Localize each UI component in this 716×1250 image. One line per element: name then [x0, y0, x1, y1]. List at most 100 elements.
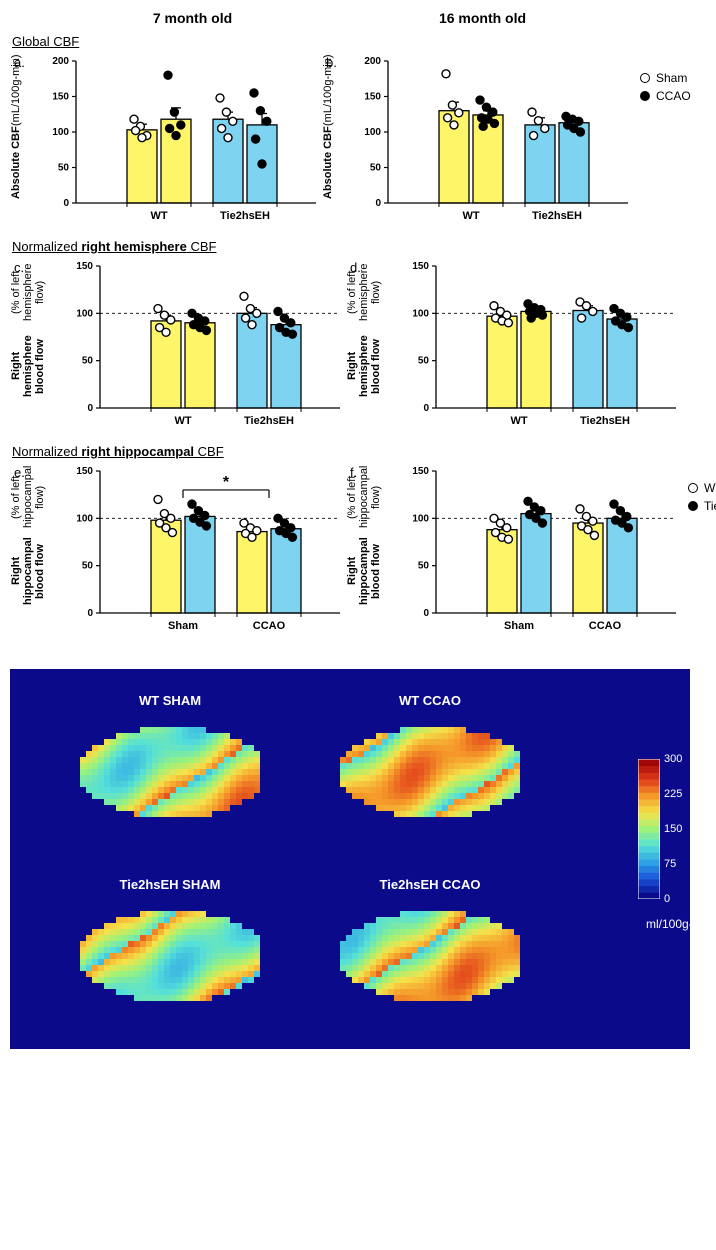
data-point	[288, 330, 296, 338]
bar	[487, 316, 517, 408]
data-point	[167, 316, 175, 324]
y-tick-label: 50	[58, 163, 70, 174]
data-point	[202, 326, 210, 334]
bar	[559, 123, 589, 203]
data-point	[287, 319, 295, 327]
x-group-label: Tie2hsEH	[580, 415, 630, 427]
data-point	[589, 517, 597, 525]
data-point	[537, 507, 545, 515]
heatmap-brain	[80, 899, 260, 1007]
y-tick-label: 200	[364, 56, 381, 67]
y-tick-label: 0	[423, 608, 429, 619]
x-group-label: WT	[150, 210, 167, 222]
x-group-label: WT	[510, 415, 527, 427]
bar	[271, 325, 301, 408]
panel-d: d. Right hemisphere blood flow(% of left…	[346, 256, 682, 436]
data-point	[624, 324, 632, 332]
data-point	[450, 121, 458, 129]
data-point	[224, 134, 232, 142]
y-tick-label: 50	[418, 356, 430, 367]
y-axis-label: Right hemisphere blood flow(% of left he…	[346, 256, 382, 408]
row-ef: e. Right hippocampal blood flow(% of lef…	[10, 461, 706, 641]
colorbar-tick: 150	[664, 823, 694, 835]
x-group-label: Tie2hsEH	[244, 415, 294, 427]
data-point	[528, 108, 536, 116]
y-tick-label: 150	[76, 466, 93, 477]
legend-label: CCAO	[656, 89, 691, 103]
data-point	[240, 292, 248, 300]
data-point	[538, 519, 546, 527]
bar	[185, 516, 215, 613]
data-point	[253, 309, 261, 317]
y-tick-label: 50	[82, 561, 94, 572]
row-ab: a. Absolute CBF(mL/100g-min) 05010015020…	[10, 51, 706, 231]
y-tick-label: 150	[52, 92, 69, 103]
x-group-label: Tie2hsEH	[532, 210, 582, 222]
data-point	[624, 524, 632, 532]
panel-b: b. Absolute CBF(mL/100g-min) 05010015020…	[322, 51, 634, 231]
x-group-label: Sham	[504, 620, 534, 632]
data-point	[490, 119, 498, 127]
data-point	[590, 531, 598, 539]
y-tick-label: 100	[52, 127, 69, 138]
chart-svg: 050100150200WTTie2hsEH	[22, 51, 322, 231]
y-axis-label: Right hippocampal blood flow(% of left h…	[346, 461, 382, 613]
y-tick-label: 50	[370, 163, 382, 174]
data-point	[130, 115, 138, 123]
data-point	[216, 94, 224, 102]
colorbar-tick: 75	[664, 858, 694, 870]
data-point	[530, 132, 538, 140]
heatmap-title: Tie2hsEH SHAM	[80, 877, 260, 892]
panel-c: c. Right hemisphere blood flow(% of left…	[10, 256, 346, 436]
bar	[213, 119, 243, 203]
panel-f: f. Right hippocampal blood flow(% of lef…	[346, 461, 682, 641]
data-point	[202, 522, 210, 530]
col-header-16mo: 16 month old	[315, 10, 620, 26]
y-tick-label: 100	[412, 308, 429, 319]
data-point	[218, 124, 226, 132]
legend-item: WT	[688, 481, 716, 495]
y-tick-label: 150	[364, 92, 381, 103]
chart-wrap: Right hemisphere blood flow(% of left he…	[346, 256, 682, 436]
bar	[573, 310, 603, 408]
chart-svg: 050100150ShamCCAO*	[46, 461, 346, 641]
heatmap-brain	[80, 715, 260, 823]
legend-sham-ccao: Sham CCAO	[634, 51, 691, 107]
data-point	[576, 128, 584, 136]
colorbar-tick: 300	[664, 753, 694, 765]
y-tick-label: 0	[63, 198, 69, 209]
data-point	[168, 529, 176, 537]
y-tick-label: 150	[412, 466, 429, 477]
data-point	[172, 132, 180, 140]
y-tick-label: 0	[87, 608, 93, 619]
y-tick-label: 50	[82, 356, 94, 367]
heatmap-brain	[340, 899, 520, 1007]
data-point	[167, 514, 175, 522]
data-point	[229, 117, 237, 125]
column-headers: 7 month old 16 month old	[10, 10, 706, 26]
legend-label: Sham	[656, 71, 687, 85]
data-point	[250, 89, 258, 97]
row-cd: c. Right hemisphere blood flow(% of left…	[10, 256, 706, 436]
data-point	[288, 533, 296, 541]
data-point	[503, 524, 511, 532]
data-point	[154, 495, 162, 503]
bar	[607, 319, 637, 408]
data-point	[177, 121, 185, 129]
chart-svg: 050100150200WTTie2hsEH	[334, 51, 634, 231]
x-group-label: Sham	[168, 620, 198, 632]
data-point	[610, 500, 618, 508]
y-tick-label: 100	[364, 127, 381, 138]
colorbar-tick: 0	[664, 893, 694, 905]
data-point	[576, 505, 584, 513]
data-point	[166, 124, 174, 132]
y-tick-label: 100	[76, 513, 93, 524]
data-point	[132, 127, 140, 135]
y-tick-label: 150	[412, 261, 429, 272]
heatmap-title: WT CCAO	[340, 693, 520, 708]
data-point	[455, 109, 463, 117]
data-point	[589, 307, 597, 315]
colorbar-svg	[638, 759, 660, 899]
data-point	[170, 108, 178, 116]
panel-g: g. WT SHAMWT CCAOTie2hsEH SHAMTie2hsEH C…	[10, 669, 706, 1049]
